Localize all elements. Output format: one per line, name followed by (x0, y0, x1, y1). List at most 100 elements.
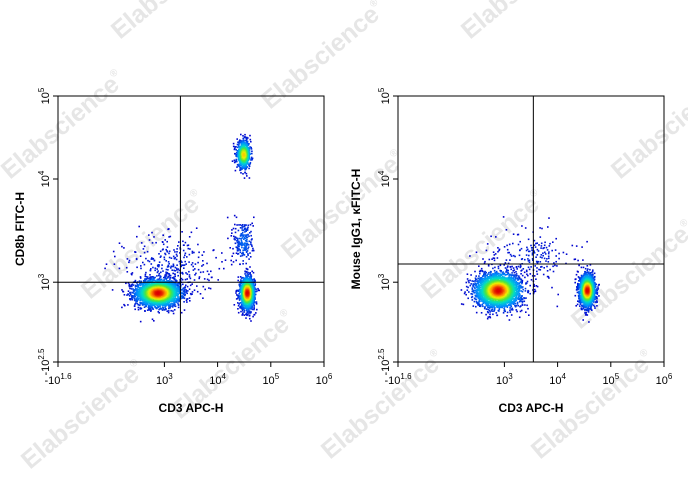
event-dot (175, 253, 178, 256)
event-dot (136, 299, 139, 302)
event-dot (251, 152, 253, 155)
event-dot (188, 261, 190, 263)
event-dot (164, 276, 166, 279)
event-dot (184, 252, 187, 255)
event-dot (240, 310, 242, 313)
event-dot (166, 246, 169, 248)
event-dot (156, 278, 159, 281)
event-dot (257, 289, 260, 292)
event-dot (235, 148, 237, 151)
event-dot (195, 272, 197, 275)
event-dot (158, 264, 160, 267)
event-dot (252, 280, 254, 283)
event-dot (221, 252, 223, 254)
event-dot (176, 283, 179, 285)
event-dot (146, 284, 149, 287)
event-dot (137, 306, 140, 309)
event-dot (143, 301, 146, 304)
event-dot (209, 287, 212, 290)
watermark-text: Elabscience® (456, 0, 591, 45)
event-dot (181, 231, 183, 233)
event-dot (177, 302, 179, 304)
event-dot (223, 267, 225, 270)
event-dot (248, 164, 250, 167)
event-dot (158, 280, 160, 282)
event-dot (239, 255, 242, 257)
event-dot (243, 234, 245, 236)
event-dot (165, 272, 168, 275)
event-dot (241, 310, 244, 312)
event-dot (127, 290, 130, 292)
event-dot (157, 270, 159, 272)
event-dot (235, 246, 238, 248)
event-dot (176, 280, 178, 282)
event-dot (166, 280, 168, 282)
event-dot (156, 304, 159, 307)
event-dot (164, 239, 166, 241)
event-dot (134, 286, 137, 288)
event-dot (176, 264, 178, 266)
event-dot (148, 260, 151, 263)
event-dot (186, 301, 188, 303)
event-dot (159, 305, 161, 308)
event-dot (166, 310, 168, 312)
event-dot (242, 301, 245, 304)
event-dot (177, 284, 180, 286)
event-dot (245, 271, 248, 273)
event-dot (251, 245, 253, 248)
event-dot (144, 279, 147, 281)
event-dot (243, 243, 245, 246)
event-dot (145, 291, 147, 294)
event-dot (250, 157, 253, 160)
event-dot (186, 285, 189, 288)
event-dot (187, 247, 190, 250)
event-dot (250, 243, 252, 245)
event-dot (251, 222, 253, 225)
event-dot (136, 266, 138, 269)
event-dot (247, 273, 250, 276)
event-dot (180, 260, 182, 262)
event-dot (178, 286, 181, 288)
event-dot (153, 320, 155, 322)
event-dot (140, 280, 142, 283)
event-dot (188, 297, 191, 299)
event-dot (244, 168, 246, 171)
event-dot (138, 290, 141, 292)
event-dot (249, 163, 251, 165)
event-dot (234, 169, 237, 172)
event-dot (178, 292, 180, 294)
event-dot (159, 256, 162, 258)
event-dot (145, 302, 147, 304)
event-dot (235, 154, 238, 156)
event-dot (182, 240, 184, 243)
event-dot (170, 257, 173, 259)
event-dot (244, 164, 247, 166)
event-dot (246, 268, 249, 271)
event-dot (168, 236, 170, 238)
event-dot (165, 277, 168, 280)
event-dot (186, 278, 188, 280)
event-dot (174, 297, 176, 300)
event-dot (129, 298, 132, 301)
event-dot (245, 243, 248, 245)
event-dot (238, 248, 240, 250)
event-dot (149, 274, 151, 276)
event-dot (146, 250, 149, 253)
event-dot (206, 270, 209, 273)
event-dot (133, 289, 135, 291)
event-dot (242, 263, 244, 265)
event-dot (153, 278, 155, 280)
event-dot (167, 282, 169, 284)
event-dot (158, 278, 161, 280)
event-dot (139, 301, 141, 304)
event-dot (145, 301, 148, 303)
event-dot (151, 305, 153, 307)
event-dot (247, 137, 249, 139)
event-dot (181, 264, 183, 266)
event-dot (159, 308, 161, 310)
event-dot (114, 255, 116, 258)
event-dot (186, 273, 189, 275)
event-dot (236, 166, 238, 168)
event-dot (122, 290, 125, 293)
event-dot (125, 266, 128, 269)
